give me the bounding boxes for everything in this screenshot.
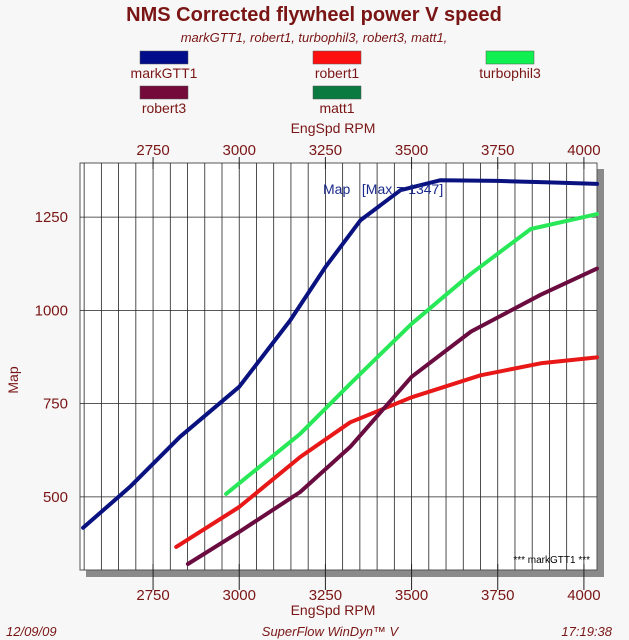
x-tick-label: 2750 xyxy=(136,587,169,604)
max-annotation: Map [Max = 1347] xyxy=(323,181,443,197)
chart-title: NMS Corrected flywheel power V speed xyxy=(126,4,502,26)
x-tick-label-top: 2750 xyxy=(136,142,169,159)
legend-label: markGTT1 xyxy=(131,65,198,81)
x-tick-label-top: 3500 xyxy=(395,142,428,159)
series-line-turbophil3 xyxy=(224,212,599,496)
grid xyxy=(80,163,597,570)
legend-swatch xyxy=(312,50,362,65)
x-axis-label: EngSpd RPM xyxy=(291,602,376,618)
legend-swatch xyxy=(139,50,189,65)
legend-swatch xyxy=(312,85,362,100)
chart-subtitle: markGTT1, robert1, turbophil3, robert3, … xyxy=(181,30,448,45)
corner-label: *** markGTT1 *** xyxy=(513,555,590,566)
footer-software: SuperFlow WinDyn™ V xyxy=(262,624,400,639)
y-tick-label: 500 xyxy=(43,489,68,506)
series-group xyxy=(81,178,599,566)
y-tick-label: 1000 xyxy=(35,302,68,319)
series-line-robert3 xyxy=(185,266,599,566)
legend-swatch xyxy=(139,85,189,100)
footer-date: 12/09/09 xyxy=(6,624,57,639)
x-tick-label-top: 4000 xyxy=(567,142,600,159)
x-tick-label-top: 3750 xyxy=(481,142,514,159)
legend-label: robert1 xyxy=(315,65,360,81)
legend-label: robert3 xyxy=(142,100,187,116)
series-line-markGTT1 xyxy=(81,178,599,530)
x-tick-label: 3750 xyxy=(481,587,514,604)
plot-area xyxy=(79,162,598,571)
legend-label: turbophil3 xyxy=(479,65,541,81)
x-tick-label-top: 3250 xyxy=(309,142,342,159)
x-tick-label-top: 3000 xyxy=(223,142,256,159)
legend-label: matt1 xyxy=(319,100,354,116)
y-axis-label: Map xyxy=(5,366,21,393)
y-tick-label: 750 xyxy=(43,396,68,413)
x-tick-label: 3250 xyxy=(309,587,342,604)
x-tick-label: 4000 xyxy=(567,587,600,604)
y-tick-label: 1250 xyxy=(35,209,68,226)
legend: markGTT1 robert1 turbophil3 robert3 matt1 xyxy=(131,50,541,116)
footer-time: 17:19:38 xyxy=(561,624,612,639)
x-tick-label: 3500 xyxy=(395,587,428,604)
x-tick-label: 3000 xyxy=(223,587,256,604)
legend-swatch xyxy=(485,50,535,65)
ticks: 2750 2750 3000 3000 3250 3250 3500 3500 3750 3750… xyxy=(35,142,601,604)
x-axis-label-top: EngSpd RPM xyxy=(291,120,376,136)
